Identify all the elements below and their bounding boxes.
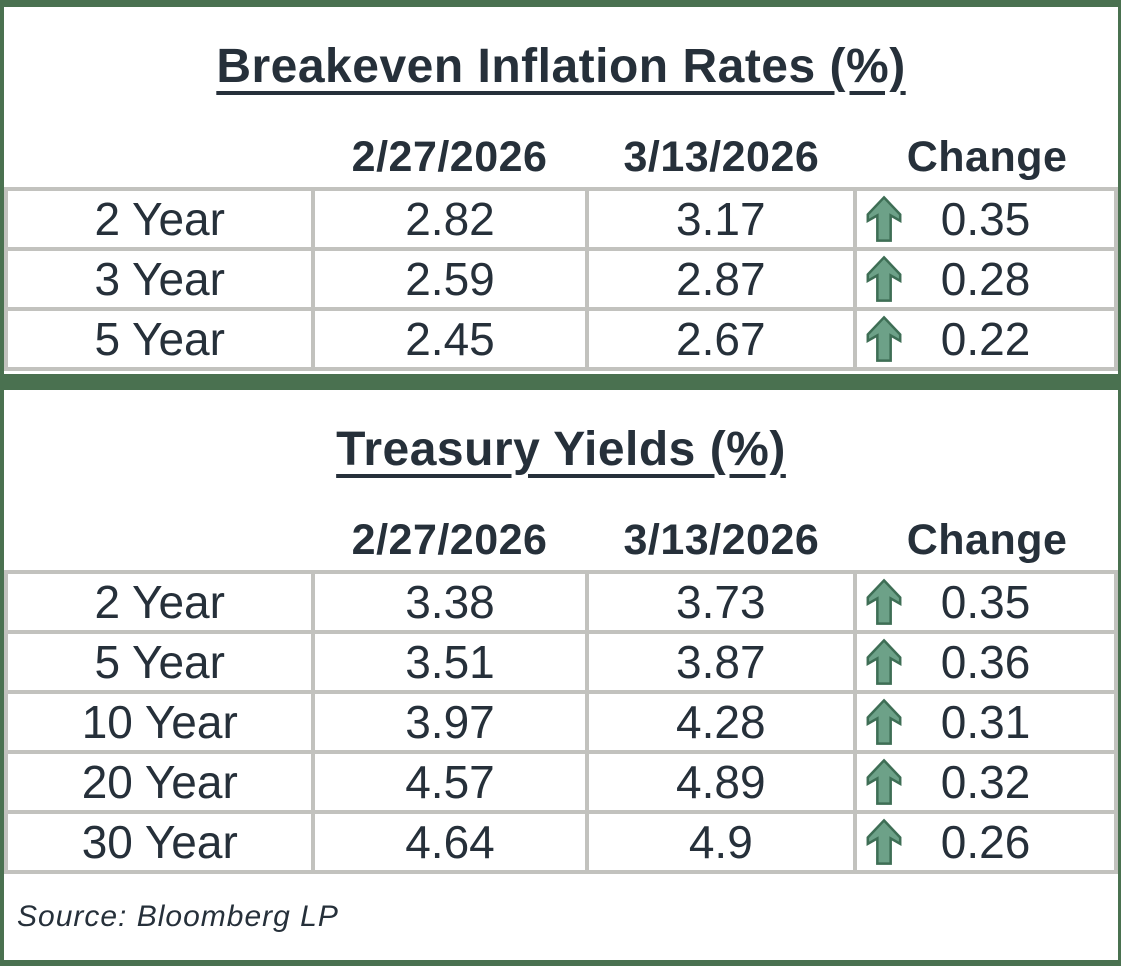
- change-cell: 0.26: [853, 810, 1118, 874]
- change-cell: 0.22: [853, 307, 1118, 371]
- change-value: 0.36: [940, 636, 1031, 688]
- treasury-data-grid: 2 Year 3.38 3.73 0.35 5 Year 3.51 3.87 0.36 10 Y…: [4, 570, 1118, 874]
- source-row: Source: Bloomberg LP: [4, 874, 1118, 960]
- row-label: 10 Year: [4, 690, 316, 754]
- row-label: 2 Year: [4, 570, 316, 634]
- table-row: 2 Year 2.82 3.17 0.35: [4, 187, 1118, 251]
- change-value: 0.31: [940, 696, 1031, 748]
- table-title: Treasury Yields (%): [336, 422, 786, 476]
- breakeven-table-section: Breakeven Inflation Rates (%) 2/27/2026 …: [4, 7, 1118, 371]
- curr-value: 4.89: [584, 750, 858, 814]
- table-title: Breakeven Inflation Rates (%): [216, 39, 906, 93]
- prev-value: 2.82: [311, 187, 589, 251]
- table-row: 2 Year 3.38 3.73 0.35: [4, 570, 1118, 634]
- change-cell: 0.35: [853, 187, 1118, 251]
- change-value: 0.22: [940, 313, 1031, 365]
- up-arrow-icon: [866, 758, 902, 805]
- change-value: 0.32: [940, 756, 1031, 808]
- change-value: 0.35: [940, 576, 1031, 628]
- column-header-prev-date: 2/27/2026: [351, 132, 548, 181]
- source-note: Source: Bloomberg LP: [17, 900, 339, 933]
- change-value: 0.26: [940, 816, 1031, 868]
- curr-value: 2.87: [584, 247, 858, 311]
- table-row: 10 Year 3.97 4.28 0.31: [4, 690, 1118, 754]
- header-row: 2/27/2026 3/13/2026 Change: [4, 510, 1118, 570]
- prev-value: 4.57: [311, 750, 589, 814]
- change-cell: 0.36: [853, 630, 1118, 694]
- curr-value: 3.73: [584, 570, 858, 634]
- curr-value: 3.87: [584, 630, 858, 694]
- table-row: 3 Year 2.59 2.87 0.28: [4, 247, 1118, 311]
- row-label: 5 Year: [4, 307, 316, 371]
- row-label: 5 Year: [4, 630, 316, 694]
- up-arrow-icon: [866, 195, 902, 242]
- column-header-curr-date: 3/13/2026: [623, 132, 820, 181]
- prev-value: 2.59: [311, 247, 589, 311]
- column-header-curr-date: 3/13/2026: [623, 515, 820, 564]
- column-header-change: Change: [906, 515, 1068, 564]
- up-arrow-icon: [866, 255, 902, 302]
- section-divider: [4, 374, 1118, 390]
- up-arrow-icon: [866, 638, 902, 685]
- table-row: 5 Year 3.51 3.87 0.36: [4, 630, 1118, 694]
- column-header-prev-date: 2/27/2026: [351, 515, 548, 564]
- row-label: 2 Year: [4, 187, 316, 251]
- prev-value: 4.64: [311, 810, 589, 874]
- up-arrow-icon: [866, 578, 902, 625]
- table-row: 5 Year 2.45 2.67 0.22: [4, 307, 1118, 371]
- row-label: 20 Year: [4, 750, 316, 814]
- prev-value: 3.51: [311, 630, 589, 694]
- column-header-change: Change: [906, 132, 1068, 181]
- change-cell: 0.28: [853, 247, 1118, 311]
- curr-value: 4.28: [584, 690, 858, 754]
- curr-value: 4.9: [584, 810, 858, 874]
- up-arrow-icon: [866, 698, 902, 745]
- breakeven-data-grid: 2 Year 2.82 3.17 0.35 3 Year 2.59 2.87 0.28 5 Ye…: [4, 187, 1118, 371]
- curr-value: 2.67: [584, 307, 858, 371]
- breakeven-title-block: Breakeven Inflation Rates (%): [4, 7, 1118, 127]
- change-cell: 0.31: [853, 690, 1118, 754]
- table-row: 30 Year 4.64 4.9 0.26: [4, 810, 1118, 874]
- treasury-table-section: Treasury Yields (%) 2/27/2026 3/13/2026 …: [4, 390, 1118, 874]
- row-label: 3 Year: [4, 247, 316, 311]
- prev-value: 3.97: [311, 690, 589, 754]
- prev-value: 2.45: [311, 307, 589, 371]
- change-value: 0.28: [940, 253, 1031, 305]
- up-arrow-icon: [866, 315, 902, 362]
- change-cell: 0.35: [853, 570, 1118, 634]
- up-arrow-icon: [866, 818, 902, 865]
- curr-value: 3.17: [584, 187, 858, 251]
- header-row: 2/27/2026 3/13/2026 Change: [4, 127, 1118, 187]
- change-value: 0.35: [940, 193, 1031, 245]
- prev-value: 3.38: [311, 570, 589, 634]
- change-cell: 0.32: [853, 750, 1118, 814]
- row-label: 30 Year: [4, 810, 316, 874]
- treasury-title-block: Treasury Yields (%): [4, 390, 1118, 510]
- table-row: 20 Year 4.57 4.89 0.32: [4, 750, 1118, 814]
